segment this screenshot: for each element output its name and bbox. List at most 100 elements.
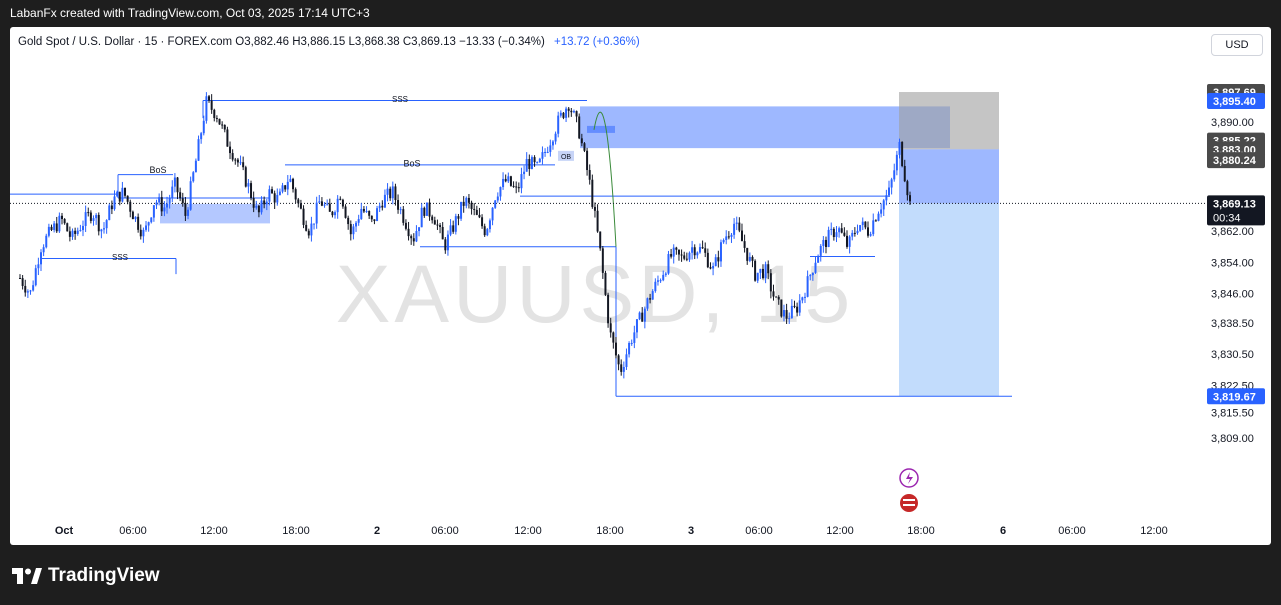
candle-body: [546, 151, 549, 153]
candle-body: [276, 194, 279, 203]
time-tick-label: 06:00: [431, 525, 459, 537]
candle-body: [134, 216, 137, 220]
candle-body: [315, 202, 318, 224]
symbol-watermark: XAUUSD, 15: [336, 249, 855, 340]
candle-body: [412, 238, 415, 242]
candle-body: [355, 222, 358, 227]
demand-zone: [160, 203, 270, 224]
candle-body: [772, 291, 775, 297]
candle-body: [87, 212, 90, 214]
tradingview-logo-icon: [12, 568, 42, 584]
candle-body: [462, 201, 465, 206]
candle-body: [830, 228, 833, 230]
candle-body: [827, 229, 830, 248]
candle-body: [386, 188, 389, 195]
candle-body: [759, 268, 762, 273]
candle-body: [538, 158, 541, 163]
candle-body: [55, 223, 58, 232]
time-tick-label: 3: [688, 525, 694, 537]
candle-body: [746, 247, 749, 261]
candle-body: [882, 200, 885, 210]
candle-body: [869, 234, 872, 236]
candle-body: [313, 223, 316, 225]
candle-body: [578, 116, 581, 139]
candle-body: [722, 240, 725, 243]
candle-body: [685, 258, 688, 260]
candle-body: [591, 179, 594, 207]
candle-body: [257, 205, 260, 213]
ohlc-high: H3,886.15: [292, 36, 346, 48]
candle-body: [452, 225, 455, 232]
price-chart[interactable]: XAUUSD, 15 BoS SSS SSS BoS OB 3,890.00 3,862.00…: [10, 27, 1271, 545]
candle-body: [124, 187, 127, 196]
candle-body: [691, 247, 694, 253]
candle-body: [528, 158, 531, 169]
candle-body: [339, 198, 342, 200]
candle-body: [819, 245, 822, 256]
candle-body: [727, 236, 730, 238]
candle-body: [856, 230, 859, 234]
candle-body: [612, 332, 615, 343]
candle-body: [210, 100, 213, 110]
candle-body: [194, 160, 197, 173]
candle-body: [646, 298, 649, 309]
candle-body: [436, 224, 439, 226]
candle-body: [667, 254, 670, 274]
price-axis-badge: [1207, 92, 1265, 109]
candle-body: [693, 247, 696, 256]
candle-body: [588, 170, 591, 180]
candle-body: [872, 220, 875, 235]
candle-body: [307, 230, 310, 236]
candle-body: [848, 236, 851, 247]
candle-body: [696, 252, 699, 256]
candle-body: [864, 221, 867, 228]
chart-frame[interactable]: XAUUSD, 15 BoS SSS SSS BoS OB 3,890.00 3,862.00…: [10, 27, 1271, 545]
candle-body: [481, 217, 484, 227]
candle-body: [635, 319, 638, 333]
candle-body: [289, 178, 292, 182]
candle-body: [273, 193, 276, 203]
candle-body: [404, 222, 407, 229]
candle-body: [740, 230, 743, 242]
candle-body: [885, 195, 888, 201]
candle-body: [299, 203, 302, 209]
ohlc-close: C3,869.13: [402, 36, 456, 48]
candle-body: [670, 254, 673, 257]
candle-body: [793, 305, 796, 307]
candle-body: [604, 272, 607, 295]
candle-body: [252, 198, 255, 208]
candle-body: [352, 226, 355, 235]
candle-body: [683, 255, 686, 259]
candle-body: [672, 247, 675, 257]
candle-body: [166, 203, 169, 208]
us-flag-icon: [900, 494, 918, 512]
candle-body: [906, 181, 909, 196]
countdown-label: 00:34: [1213, 212, 1241, 224]
price-axis-badge-label: 3,819.67: [1213, 391, 1256, 403]
candle-body: [323, 204, 326, 206]
candle-body: [446, 234, 449, 251]
candle-body: [677, 249, 680, 255]
candle-body: [250, 183, 253, 199]
candle-body: [89, 212, 92, 221]
candle-body: [407, 228, 410, 237]
candle-body: [391, 186, 394, 199]
candle-body: [835, 232, 838, 238]
candle-body: [223, 125, 226, 130]
candle-body: [137, 216, 140, 230]
candle-body: [782, 310, 785, 317]
candle-body: [302, 208, 305, 225]
candle-body: [239, 162, 242, 164]
currency-button[interactable]: USD: [1211, 34, 1263, 56]
candle-body: [37, 264, 40, 269]
candle-body: [554, 133, 557, 142]
flag-stripe: [903, 499, 915, 501]
price-tick-label: 3,846.00: [1211, 289, 1254, 301]
candle-body: [698, 247, 701, 253]
candle-body: [533, 157, 536, 163]
candle-body: [801, 297, 804, 301]
candle-body: [286, 181, 289, 190]
candle-body: [688, 252, 691, 260]
candle-body: [103, 228, 106, 230]
candle-body: [110, 205, 113, 210]
